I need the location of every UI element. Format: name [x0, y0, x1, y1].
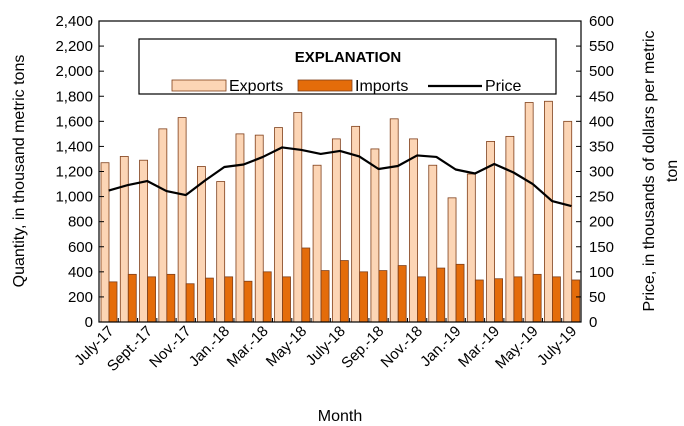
y2-axis-title: Price, in thousands of dollars per metri… [641, 30, 658, 311]
imports-bar [127, 273, 137, 323]
exports-bar [274, 127, 283, 323]
price-line [108, 146, 572, 208]
exports-bar [486, 140, 496, 323]
y-tick-label: 1,400 [55, 138, 93, 155]
y2-tick-label: 350 [589, 138, 614, 155]
imports-bar [166, 273, 176, 323]
imports-bar [224, 276, 234, 323]
y-tick-label: 2,200 [55, 38, 93, 55]
imports-bar [262, 271, 272, 323]
imports-bar [494, 278, 504, 323]
legend-label-exports: Exports [229, 78, 283, 95]
imports-bar [455, 263, 465, 323]
exports-bar [216, 181, 226, 323]
exports-bar [235, 133, 245, 323]
legend-swatch-exports [171, 79, 227, 92]
exports-bar [293, 112, 303, 323]
exports-bar [409, 138, 418, 323]
imports-bar [243, 280, 253, 323]
y-tick-label: 0 [85, 314, 93, 331]
y2-tick-label: 100 [589, 264, 614, 281]
exports-bar [100, 162, 110, 323]
imports-bar [339, 260, 349, 323]
imports-bar [378, 270, 388, 323]
y2-tick-label: 500 [589, 63, 614, 80]
legend-swatch-imports [297, 79, 353, 92]
exports-bar [331, 138, 341, 323]
x-tick-label: May-18 [263, 323, 310, 370]
exports-bar [505, 135, 515, 323]
legend-title: EXPLANATION [295, 49, 401, 66]
y-tick-label: 200 [68, 289, 93, 306]
exports-bar [312, 164, 322, 323]
exports-bar [447, 197, 457, 323]
imports-bar [436, 267, 446, 323]
x-tick-label: Sep.-18 [338, 323, 387, 372]
exports-bar [524, 102, 534, 323]
y2-tick-label: 300 [589, 164, 614, 181]
exports-bar [544, 100, 553, 323]
y-tick-label: 600 [68, 239, 93, 256]
y-tick-label: 1,200 [55, 164, 93, 181]
y2-tick-label: 250 [589, 189, 614, 206]
x-tick-label: Jan.-18 [186, 323, 233, 370]
x-axis-title: Month [318, 408, 362, 425]
imports-bar [185, 283, 195, 323]
y-tick-label: 1,600 [55, 113, 93, 130]
exports-bar [119, 156, 129, 323]
y2-tick-label: 450 [589, 88, 614, 105]
x-tick-label: Nov.-17 [146, 323, 194, 371]
y2-axis-title-line2: ton [664, 160, 681, 182]
y-tick-label: 800 [68, 214, 93, 231]
exports-bar [177, 117, 187, 323]
exports-bar [466, 173, 476, 323]
imports-bar [397, 265, 407, 323]
legend-label-imports: Imports [355, 78, 408, 95]
exports-bar [254, 134, 264, 323]
imports-bar [147, 276, 156, 323]
y2-tick-label: 550 [589, 38, 614, 55]
exports-bar [196, 166, 206, 323]
exports-bar [389, 118, 399, 323]
legend-label-price: Price [485, 78, 522, 95]
y2-tick-label: 50 [589, 289, 606, 306]
imports-bar [474, 279, 484, 323]
y2-tick-label: 600 [589, 13, 614, 30]
exports-bar [139, 159, 148, 323]
y2-tick-label: 0 [589, 314, 597, 331]
imports-bar [301, 247, 311, 323]
x-tick-label: Nov.-18 [378, 323, 426, 371]
exports-bar [370, 148, 380, 323]
exports-bar [563, 120, 573, 323]
imports-bar [552, 276, 561, 323]
x-tick-label: July-19 [534, 323, 580, 369]
imports-bar [204, 277, 214, 323]
y-axis-title: Quantity, in thousand metric tons [11, 55, 28, 288]
imports-bar [359, 271, 369, 323]
y2-tick-label: 150 [589, 239, 614, 256]
y-tick-label: 2,400 [55, 13, 93, 30]
imports-bar [532, 273, 542, 323]
imports-bar [571, 279, 581, 323]
imports-bar [320, 270, 330, 323]
x-tick-label: May.-19 [492, 323, 542, 373]
exports-bar [158, 128, 168, 323]
y-tick-label: 400 [68, 264, 93, 281]
y2-tick-label: 400 [589, 113, 614, 130]
exports-bar [428, 164, 438, 323]
imports-bar [513, 276, 523, 323]
imports-bar [282, 276, 291, 323]
y2-tick-label: 200 [589, 214, 614, 231]
imports-bar [108, 281, 118, 323]
x-tick-label: Jan.-19 [417, 323, 464, 370]
imports-bar [417, 276, 426, 323]
y-tick-label: 1,000 [55, 189, 93, 206]
x-tick-label: Mar.-18 [224, 323, 272, 371]
y-tick-label: 1,800 [55, 88, 93, 105]
y-tick-label: 2,000 [55, 63, 93, 80]
